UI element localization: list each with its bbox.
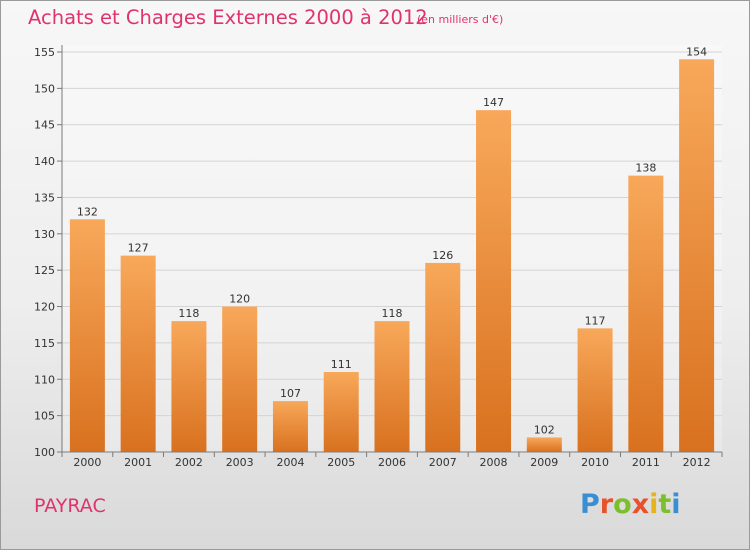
data-label: 126: [432, 249, 453, 262]
y-axis-ticks: 100 105 110 115 120 125 130 135 140 145 150 155: [34, 46, 62, 459]
logo-letter: i: [671, 489, 681, 520]
y-tick-label: 130: [34, 228, 55, 241]
logo-letter: t: [658, 489, 672, 520]
bar: [120, 255, 156, 452]
data-label: 154: [686, 45, 707, 58]
bar: [628, 175, 664, 453]
y-tick-label: 155: [34, 46, 55, 59]
logo-letter: x: [631, 489, 650, 520]
logo-letter: r: [599, 489, 614, 520]
y-tick-label: 140: [34, 155, 55, 168]
x-tick-label: 2009: [530, 456, 558, 469]
y-tick-label: 135: [34, 191, 55, 204]
x-tick-label: 2005: [327, 456, 355, 469]
chart-title: Achats et Charges Externes 2000 à 2012: [28, 6, 428, 29]
y-tick-label: 100: [34, 446, 55, 459]
data-label: 118: [382, 307, 403, 320]
y-tick-label: 125: [34, 264, 55, 277]
x-tick-label: 2001: [124, 456, 152, 469]
bar: [323, 372, 359, 452]
bar: [222, 306, 258, 452]
bar: [679, 59, 715, 452]
logo-letter: P: [580, 489, 600, 520]
data-label: 138: [635, 162, 656, 175]
x-tick-label: 2011: [632, 456, 660, 469]
bar: [476, 110, 512, 452]
axes: [61, 45, 722, 453]
bar: [577, 328, 613, 452]
bar: [425, 262, 461, 452]
data-label: 107: [280, 387, 301, 400]
x-tick-label: 2012: [683, 456, 711, 469]
bar: [526, 437, 562, 452]
bar: [374, 321, 410, 452]
y-tick-label: 115: [34, 337, 55, 350]
bars: 132 127 118 120 107 111 118 126 147 102 117 138 154: [69, 45, 715, 453]
proxiti-logo: Proxiti: [580, 489, 681, 520]
data-label: 127: [128, 242, 149, 255]
x-tick-label: 2004: [276, 456, 304, 469]
x-tick-label: 2000: [73, 456, 101, 469]
x-axis-ticks: 2000 2001 2002 2003 2004 2005 2006 2007 2008 2009…: [61, 452, 723, 469]
place-name: PAYRAC: [34, 495, 106, 517]
x-tick-label: 2002: [175, 456, 203, 469]
unit-note: (en milliers d'€): [417, 13, 504, 26]
x-tick-label: 2008: [480, 456, 508, 469]
data-label: 111: [331, 358, 352, 371]
x-tick-label: 2003: [226, 456, 254, 469]
y-tick-label: 110: [34, 373, 55, 386]
data-label: 117: [585, 314, 606, 327]
data-label: 132: [77, 205, 98, 218]
data-label: 118: [178, 307, 199, 320]
logo-letter: o: [613, 489, 632, 520]
x-tick-label: 2006: [378, 456, 406, 469]
y-tick-label: 120: [34, 301, 55, 314]
bar: [69, 219, 105, 452]
bar: [171, 321, 207, 452]
y-tick-label: 105: [34, 410, 55, 423]
logo-letter: i: [649, 489, 659, 520]
x-tick-label: 2007: [429, 456, 457, 469]
data-label: 147: [483, 96, 504, 109]
x-tick-label: 2010: [581, 456, 609, 469]
y-tick-label: 150: [34, 82, 55, 95]
data-label: 102: [534, 423, 555, 436]
bar: [272, 401, 308, 452]
data-label: 120: [229, 293, 250, 306]
y-tick-label: 145: [34, 119, 55, 132]
